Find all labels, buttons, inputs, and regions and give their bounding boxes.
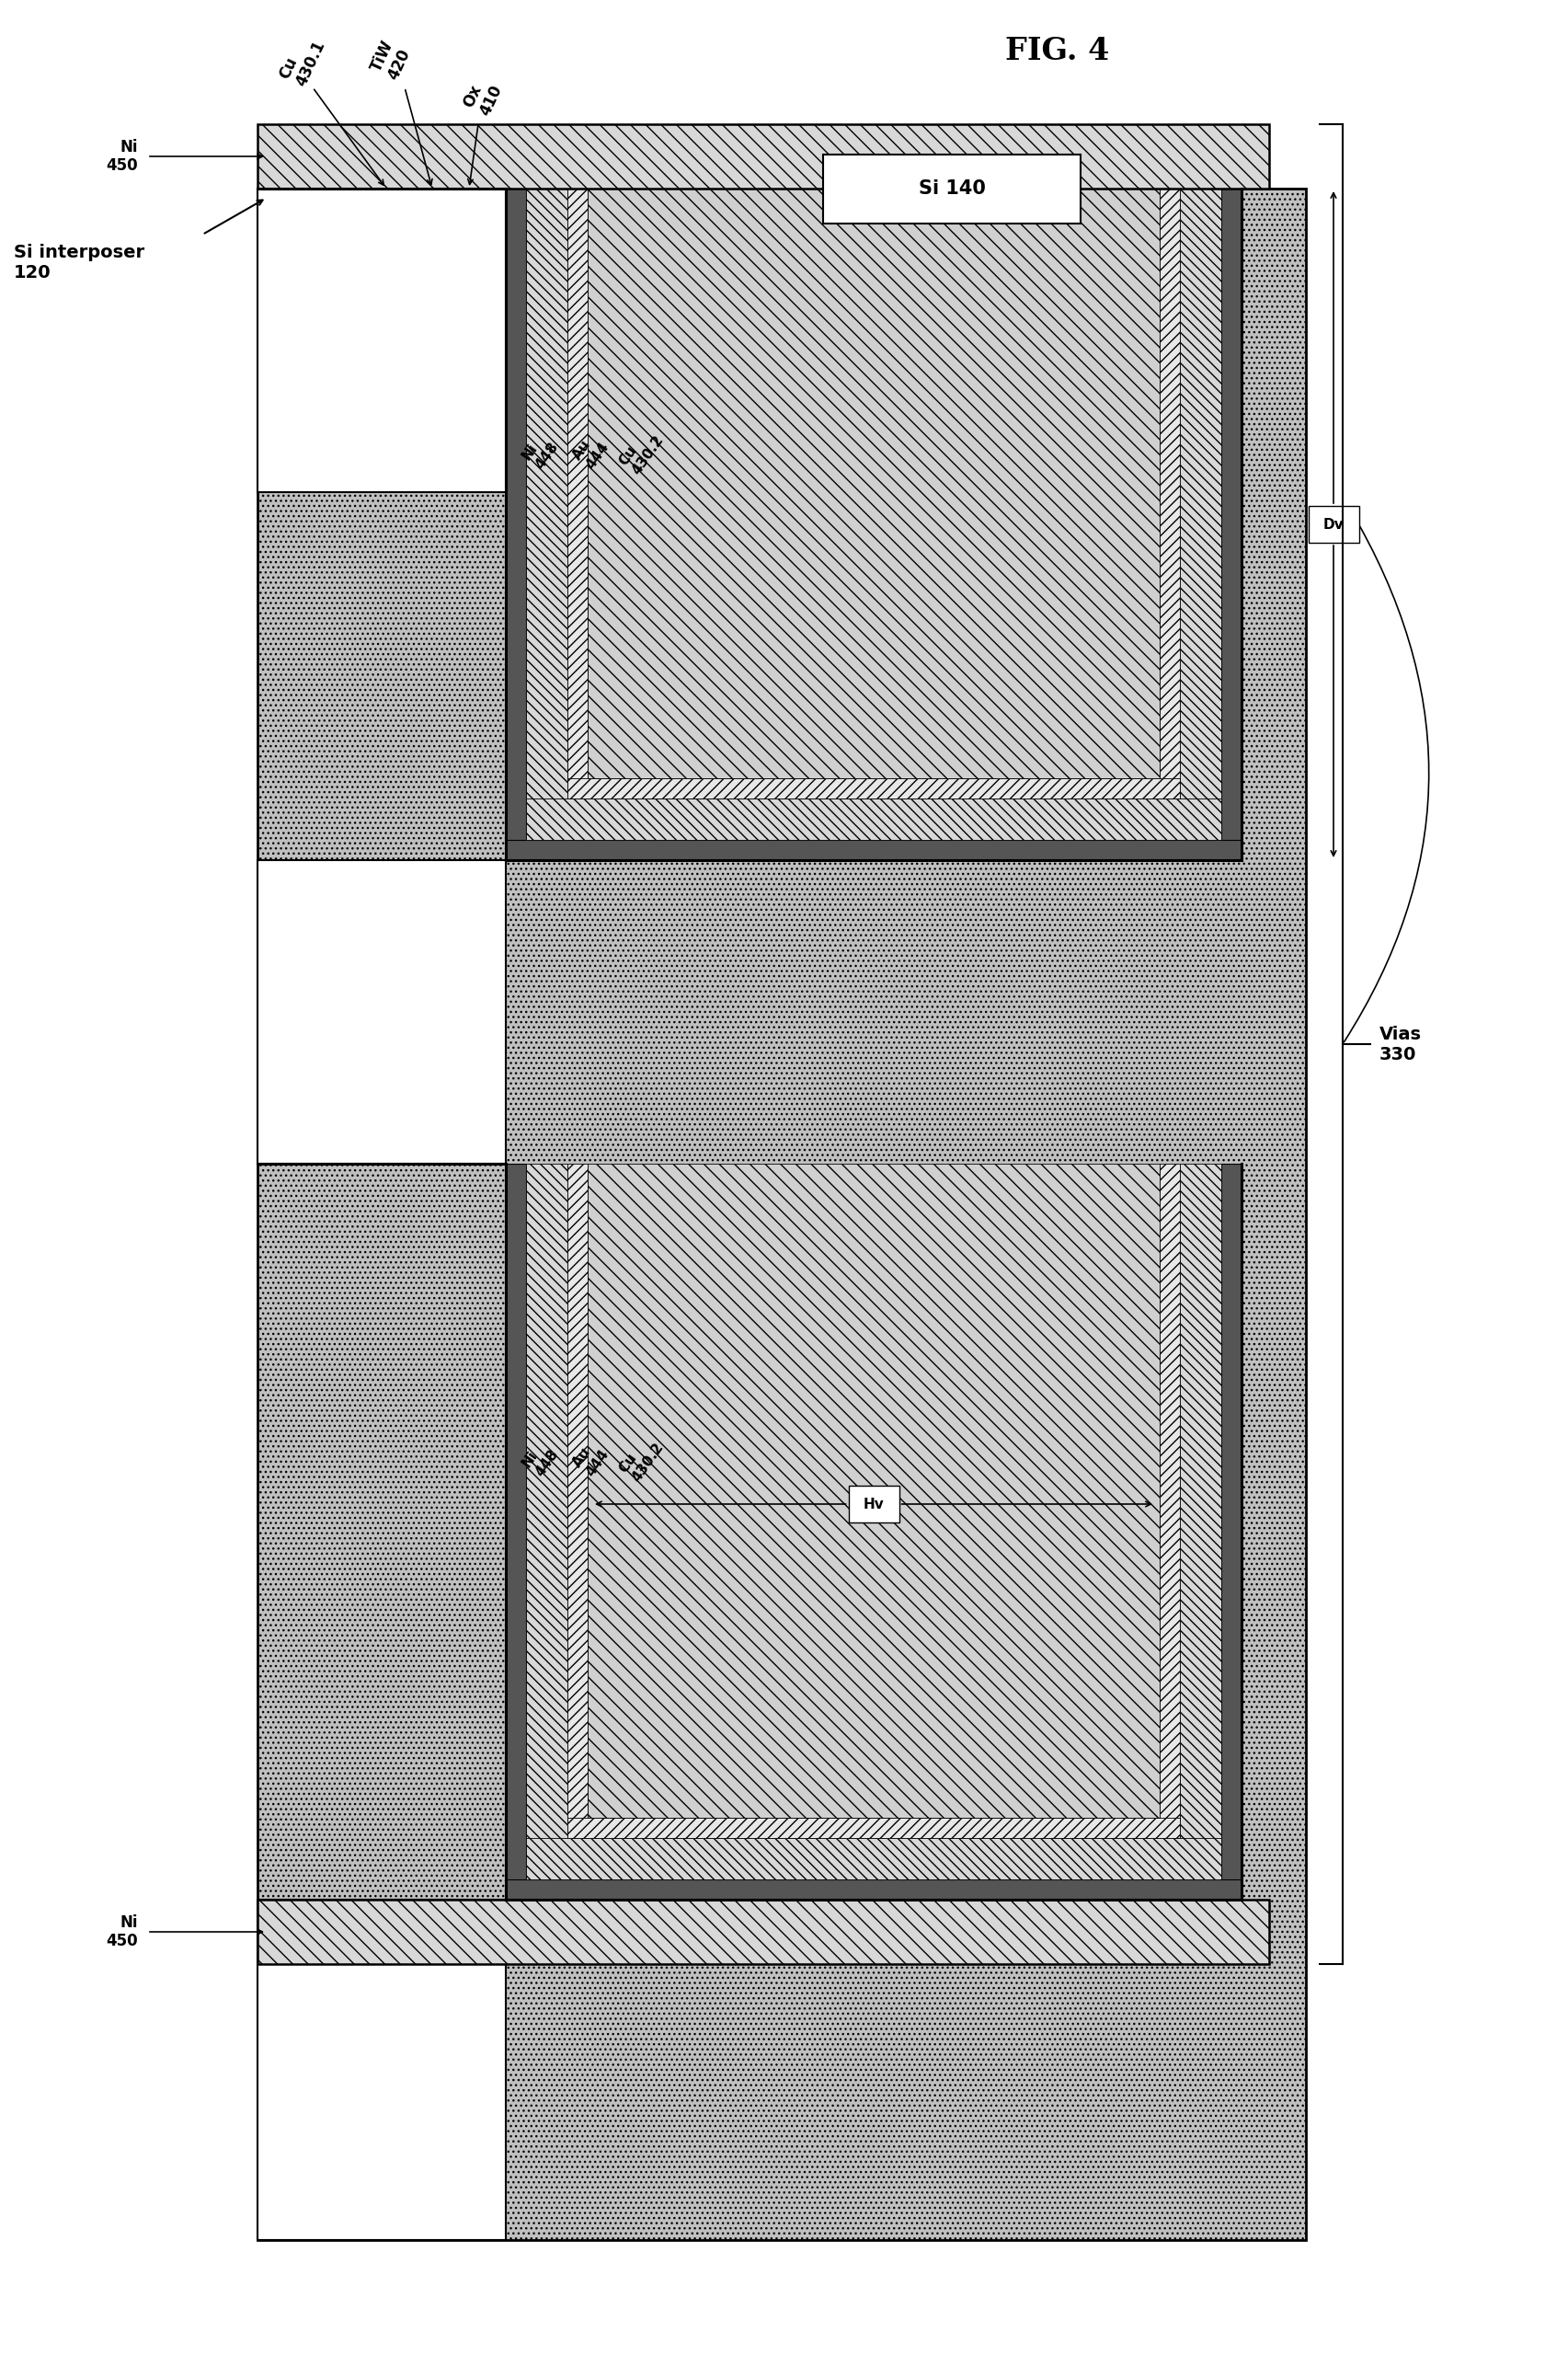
Text: Ni
450: Ni 450 bbox=[107, 138, 138, 174]
Bar bbox=[1221, 188, 1242, 861]
Text: PR 440: PR 440 bbox=[373, 309, 390, 371]
Bar bbox=[588, 188, 1160, 778]
Bar bbox=[1160, 1163, 1179, 1838]
Text: PR 440: PR 440 bbox=[373, 982, 390, 1042]
Text: PR 440: PR 440 bbox=[373, 2040, 390, 2100]
Text: Cu
430.2: Cu 430.2 bbox=[616, 1432, 666, 1484]
Bar bbox=[506, 1879, 1242, 1900]
Text: Dv: Dv bbox=[1323, 518, 1344, 530]
Text: Si 140: Si 140 bbox=[919, 178, 985, 197]
Text: Vias
330: Vias 330 bbox=[1380, 1025, 1422, 1063]
Text: Hv: Hv bbox=[864, 1498, 884, 1510]
Bar bbox=[568, 778, 1179, 799]
Bar bbox=[568, 1163, 588, 1838]
Bar bbox=[1179, 1163, 1221, 1879]
Bar bbox=[588, 1163, 1160, 1817]
Bar bbox=[1179, 188, 1221, 839]
Bar bbox=[568, 188, 588, 799]
Text: Ni
450: Ni 450 bbox=[107, 1914, 138, 1950]
Bar bbox=[1308, 507, 1359, 542]
Bar bbox=[506, 839, 1242, 861]
Bar bbox=[257, 124, 1269, 188]
Text: Ox
410: Ox 410 bbox=[459, 74, 505, 119]
Bar bbox=[525, 1838, 1221, 1879]
Text: TiW
420: TiW 420 bbox=[368, 38, 414, 83]
Bar bbox=[525, 188, 568, 839]
Bar bbox=[823, 155, 1080, 224]
Bar bbox=[1160, 188, 1179, 799]
Bar bbox=[525, 1163, 568, 1879]
Bar bbox=[525, 799, 1221, 839]
Bar bbox=[257, 1900, 1269, 1964]
Bar bbox=[506, 1163, 1242, 1900]
Bar bbox=[506, 188, 1242, 861]
Bar bbox=[506, 188, 525, 861]
Text: Si interposer
120: Si interposer 120 bbox=[14, 243, 144, 281]
Text: Cu
430.1: Cu 430.1 bbox=[276, 31, 329, 90]
Bar bbox=[848, 1486, 898, 1522]
Bar bbox=[568, 1817, 1179, 1838]
Text: Au
444: Au 444 bbox=[571, 1439, 612, 1479]
Bar bbox=[257, 188, 1306, 2240]
Bar bbox=[506, 1163, 525, 1900]
Text: Cu
430.2: Cu 430.2 bbox=[616, 423, 666, 478]
Text: Ni
448: Ni 448 bbox=[519, 430, 561, 471]
Text: FIG. 4: FIG. 4 bbox=[1005, 36, 1110, 67]
Bar bbox=[1221, 1163, 1242, 1900]
Text: Ni
448: Ni 448 bbox=[519, 1439, 561, 1479]
Bar bbox=[257, 1900, 506, 2240]
Bar bbox=[257, 188, 506, 492]
Text: Au
444: Au 444 bbox=[571, 430, 612, 471]
Bar bbox=[257, 861, 506, 1163]
